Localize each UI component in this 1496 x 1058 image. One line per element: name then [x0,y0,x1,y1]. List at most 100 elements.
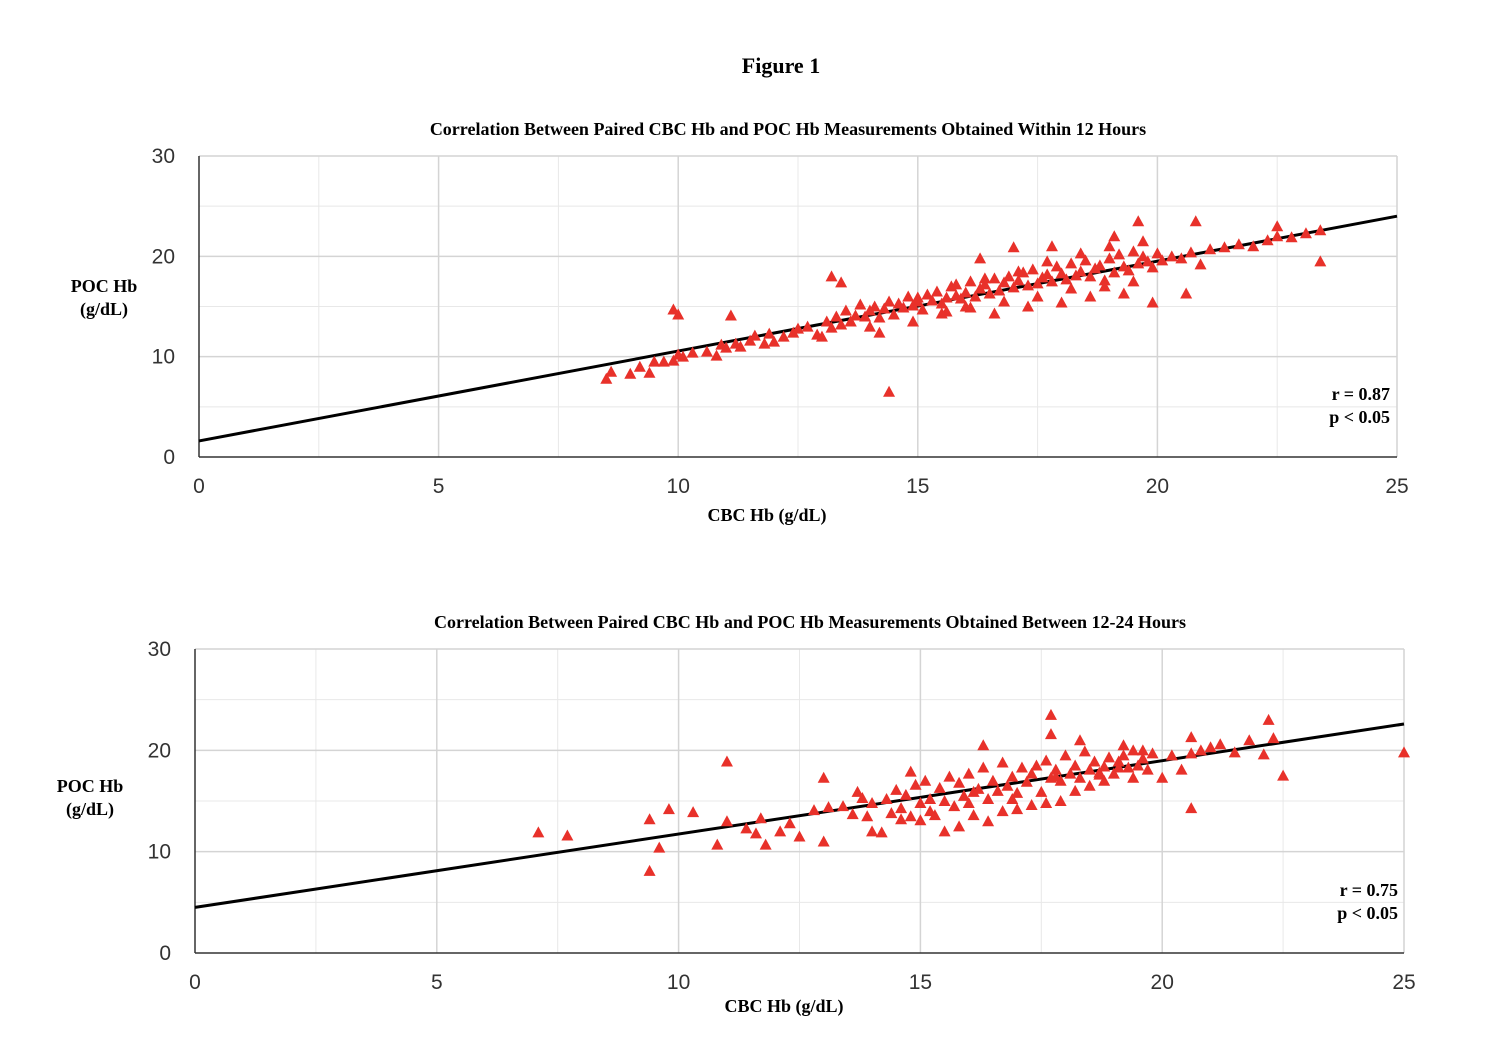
data-point [839,304,852,316]
data-point [933,781,946,793]
data-point [938,825,951,837]
data-point [924,805,937,817]
data-point [895,802,908,814]
data-point [759,838,772,850]
data-point [1007,281,1020,293]
data-point [948,800,961,812]
data-point [1136,744,1149,756]
data-point [754,812,767,824]
y-tick-label: 30 [148,638,171,661]
data-point [1228,746,1241,758]
data-point [1044,728,1057,740]
data-point [1064,767,1077,779]
data-point [878,302,891,314]
data-point [1103,252,1116,264]
data-point [801,320,814,332]
data-point [1262,713,1275,725]
data-point [1093,259,1106,271]
data-point [897,301,910,313]
data-point [1065,257,1078,269]
data-point [873,311,886,323]
data-point [662,803,675,815]
data-point [686,346,699,358]
data-point [1060,273,1073,285]
data-point [1002,270,1015,282]
data-point [883,295,896,307]
data-point [643,813,656,825]
data-point [1011,803,1024,815]
data-point [700,345,713,357]
data-point [808,804,821,816]
data-point [1055,267,1068,279]
data-point [885,807,898,819]
data-point [792,322,804,334]
data-point [837,800,850,812]
data-point [822,801,835,813]
x-axis-label: CBC Hb (g/dL) [724,996,843,1017]
data-point [849,309,862,321]
data-point [740,822,753,834]
data-point [1089,262,1102,274]
data-point [835,276,848,288]
data-point [605,365,618,377]
data-point [1132,215,1145,227]
data-point [1156,771,1169,783]
data-point [720,755,733,767]
data-point [1026,263,1039,275]
data-point [1050,260,1063,272]
data-point [1194,258,1207,270]
y-tick-label: 0 [159,942,171,965]
data-point [1012,265,1025,277]
data-point [854,298,867,310]
data-point [653,841,666,853]
data-point [830,310,843,322]
data-point [890,783,903,795]
data-point [1040,754,1053,766]
chart-title: Correlation Between Paired CBC Hb and PO… [430,119,1146,139]
data-point [1132,759,1145,771]
gridlines [194,648,1405,954]
data-point [998,276,1011,288]
data-point [982,815,995,827]
data-point [1108,266,1121,278]
data-point [938,795,951,806]
data-point [624,367,637,379]
data-point [835,318,848,330]
data-point [967,809,980,821]
data-point [817,771,830,783]
data-point [856,791,869,803]
data-point [687,806,700,818]
data-point [720,341,733,353]
data-point [749,827,762,839]
data-point [1069,759,1082,771]
x-tick-label: 25 [1392,971,1415,994]
tick-labels: 0 5 10 15 20 25 0 10 20 30 [148,638,1416,994]
data-point [977,761,990,773]
data-point [1261,234,1274,246]
data-point [924,792,937,804]
data-point [868,300,881,312]
data-point [1112,761,1125,773]
data-point [748,329,761,341]
data-point [1054,795,1067,806]
data-point [724,309,737,321]
data-point [1267,732,1280,744]
data-point [1103,240,1116,252]
data-point [940,291,953,303]
data-point [1036,271,1049,283]
data-point [1098,280,1111,292]
data-point [1146,261,1159,273]
data-point [1285,231,1298,243]
data-point [1022,300,1035,312]
data-point [895,813,908,825]
data-points [600,215,1327,397]
data-point [996,805,1009,817]
data-point [820,315,833,327]
data-point [1141,255,1154,267]
data-point [1059,749,1072,761]
data-point [1247,240,1260,252]
data-point [978,278,991,290]
data-point [935,297,948,309]
data-point [1073,771,1086,783]
data-point [633,360,646,372]
